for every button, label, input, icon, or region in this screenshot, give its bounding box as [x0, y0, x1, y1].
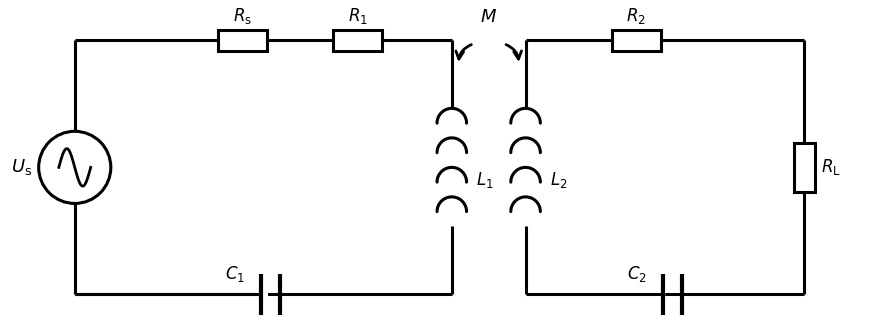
- Text: $R_2$: $R_2$: [626, 6, 645, 26]
- Text: $U_\mathrm{s}$: $U_\mathrm{s}$: [11, 157, 32, 177]
- Text: $R_1$: $R_1$: [347, 6, 367, 26]
- Text: $C_2$: $C_2$: [626, 264, 646, 284]
- Bar: [218, 30, 267, 51]
- Bar: [611, 30, 660, 51]
- Text: $M$: $M$: [479, 8, 497, 26]
- Text: $R_\mathrm{L}$: $R_\mathrm{L}$: [820, 157, 839, 177]
- Text: $C_1$: $C_1$: [225, 264, 245, 284]
- Bar: [793, 143, 814, 192]
- Bar: [333, 30, 382, 51]
- Text: $R_\mathrm{s}$: $R_\mathrm{s}$: [233, 6, 252, 26]
- Text: $L_2$: $L_2$: [550, 170, 567, 190]
- Text: $L_1$: $L_1$: [476, 170, 493, 190]
